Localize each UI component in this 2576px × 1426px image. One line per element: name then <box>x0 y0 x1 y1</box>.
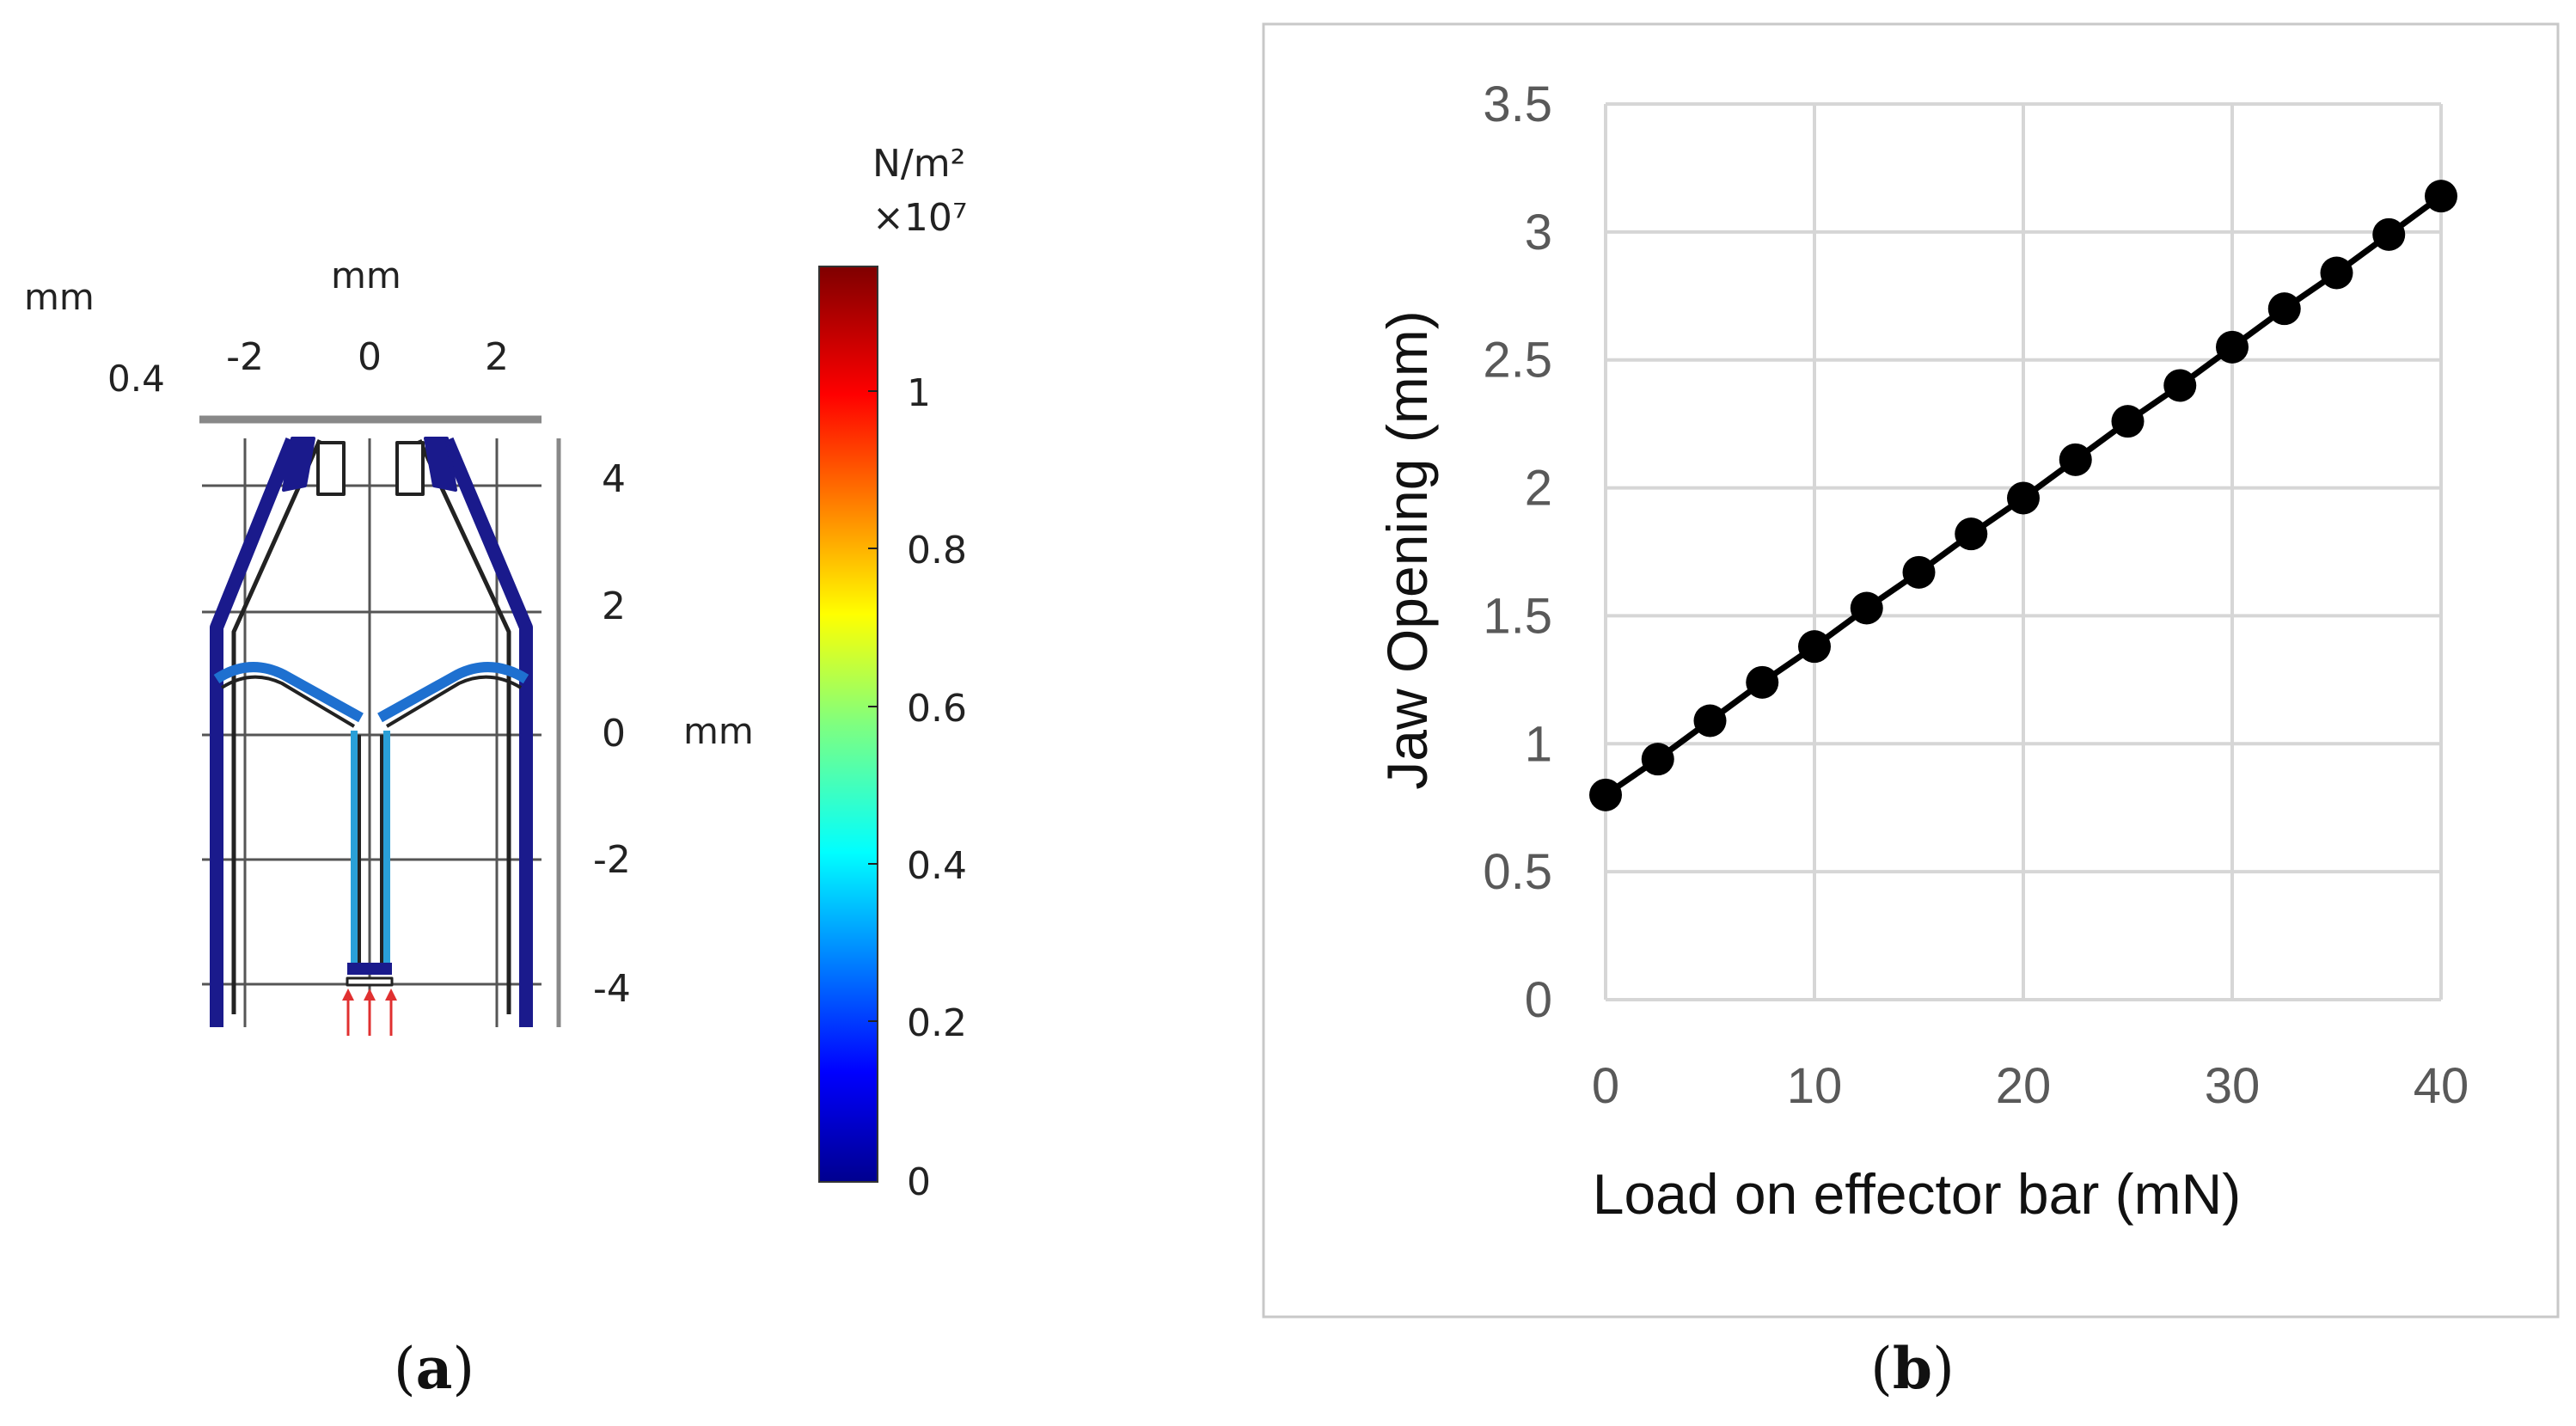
y-tick-label: 0 <box>1525 972 1552 1028</box>
right-tick: 0 <box>602 712 626 756</box>
x-axis-ticks: 0 10 20 30 40 <box>1592 1058 2469 1114</box>
chart-border <box>1262 22 2560 1319</box>
x-tick-label: 0 <box>1592 1058 1619 1114</box>
colorbar-tick: 0.2 <box>907 1001 967 1045</box>
y-tick-label: 0.5 <box>1483 844 1552 900</box>
data-point <box>2425 180 2457 213</box>
gripper-right-foot <box>519 997 533 1027</box>
panel-a: mm 0.4 mm mm -2 0 2 4 2 0 -2 -4 <box>24 142 968 1402</box>
gripper-left-link <box>213 662 364 723</box>
caption-a: (a) <box>394 1335 474 1402</box>
gripper-left-arm <box>210 438 299 1014</box>
top-tick: -2 <box>226 335 264 379</box>
chart-gridlines <box>1604 102 2443 1001</box>
x-tick-label: 20 <box>1996 1058 2052 1114</box>
right-tick: -4 <box>593 967 631 1011</box>
y-axis-label: Jaw Opening (mm) <box>1375 310 1439 790</box>
data-point <box>1589 778 1622 811</box>
data-point <box>1955 517 1988 551</box>
gripper-right-link <box>377 662 529 723</box>
colorbar: N/m² ×10⁷ 1 0.8 0.6 0.4 0.2 0 <box>818 142 968 1204</box>
mesh-grid <box>202 438 542 1027</box>
y-tick-label: 3 <box>1525 205 1552 260</box>
caption-b: (b) <box>1870 1335 1955 1402</box>
data-point <box>2163 369 2197 402</box>
colorbar-gradient <box>818 266 878 1183</box>
x-tick-label: 30 <box>2205 1058 2261 1114</box>
right-axis-unit: mm <box>683 710 754 752</box>
colorbar-scale: ×10⁷ <box>872 196 968 240</box>
data-point <box>2059 443 2092 476</box>
x-tick-label: 40 <box>2414 1058 2469 1114</box>
top-axis-ticks: -2 0 2 <box>226 335 509 379</box>
right-tick: 2 <box>602 584 626 628</box>
right-tick: 4 <box>602 457 626 501</box>
x-axis-label: Load on effector bar (mN) <box>1593 1162 2242 1226</box>
right-tick: -2 <box>593 838 631 882</box>
y-axis-ticks: 0 0.5 1 1.5 2 2.5 3 3.5 <box>1483 77 1552 1028</box>
y-tick-label: 2 <box>1525 461 1552 517</box>
colorbar-tick: 0.4 <box>907 844 967 888</box>
data-point <box>1798 630 1831 664</box>
data-point <box>1746 665 1779 699</box>
y-tick-label: 3.5 <box>1483 77 1552 132</box>
gripper-left-foot <box>210 997 223 1027</box>
load-arrows <box>342 988 397 1036</box>
series-points <box>1589 180 2457 811</box>
top-tick: 2 <box>485 335 509 379</box>
y-tick-label: 2.5 <box>1483 333 1552 389</box>
right-axis-ticks: 4 2 0 -2 -4 <box>593 457 631 1011</box>
gripper-right-jaw <box>424 437 457 492</box>
y-tick-label: 1 <box>1525 716 1552 772</box>
effector-base <box>347 963 392 975</box>
top-tick: 0 <box>358 335 382 379</box>
data-point <box>2267 292 2301 326</box>
gripper-right-arm <box>440 437 533 1014</box>
data-point <box>2320 256 2353 290</box>
x-tick-label: 10 <box>1787 1058 1843 1114</box>
colorbar-tick: 0.6 <box>907 687 967 731</box>
gripper-geometry <box>210 437 533 1027</box>
data-point <box>2216 330 2249 364</box>
data-point <box>1902 555 1936 589</box>
data-point <box>2007 481 2040 515</box>
corner-value-label: 0.4 <box>107 358 165 400</box>
data-point <box>2111 405 2145 438</box>
colorbar-tick: 0.8 <box>907 529 967 572</box>
colorbar-unit: N/m² <box>872 142 965 186</box>
colorbar-ticks <box>868 390 878 1022</box>
gripper-left-jaw <box>282 437 315 492</box>
colorbar-tick: 1 <box>907 371 931 415</box>
corner-unit-label: mm <box>24 276 95 318</box>
data-point <box>1693 704 1727 737</box>
data-point <box>1641 743 1674 776</box>
y-tick-label: 1.5 <box>1483 588 1552 644</box>
colorbar-tick: 0 <box>907 1160 931 1204</box>
data-point <box>1850 591 1883 625</box>
data-point <box>2372 217 2406 251</box>
top-axis-unit: mm <box>331 254 401 297</box>
panel-b: 0 0.5 1 1.5 2 2.5 3 3.5 0 10 20 30 40 Jaw Opening (… <box>1262 22 2560 1402</box>
